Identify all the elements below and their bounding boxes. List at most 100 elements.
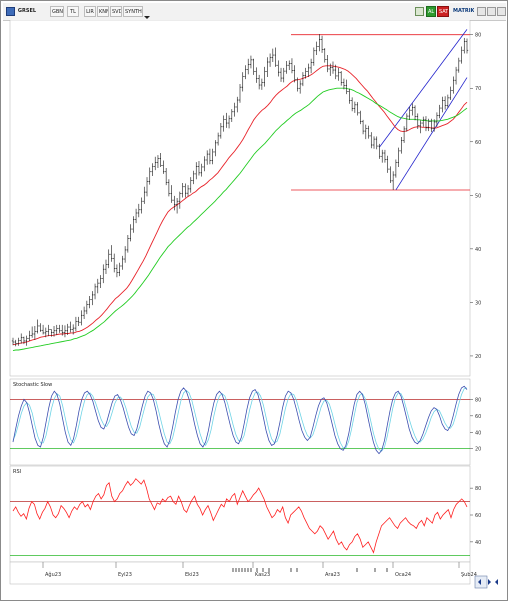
ohlc-bar — [47, 324, 50, 337]
toolbar-button-lir[interactable]: LIR — [84, 6, 96, 17]
ohlc-bar — [66, 323, 69, 336]
ohlc-bar — [337, 67, 340, 81]
ohlc-bar — [405, 113, 409, 132]
ohlc-bar — [288, 60, 291, 71]
ohlc-bar — [348, 88, 351, 104]
scroll-right-icon[interactable] — [488, 579, 491, 585]
ohlc-bar — [378, 143, 381, 159]
ohlc-bar — [148, 167, 151, 185]
stochastic-y-tick-label: 80 — [475, 397, 481, 403]
ohlc-bar — [222, 115, 225, 132]
scroll-left-icon[interactable] — [478, 579, 481, 585]
ohlc-bar — [216, 132, 220, 146]
x-tick-label: Ağu23 — [45, 571, 61, 578]
ohlc-bar — [71, 324, 75, 335]
ohlc-bar — [397, 147, 400, 167]
ohlc-bar — [200, 163, 203, 177]
ohlc-bar — [249, 55, 253, 69]
ohlc-bar — [422, 116, 425, 127]
ohlc-bar — [162, 160, 165, 174]
ohlc-bar — [219, 123, 223, 139]
toolbar-button-synthp[interactable]: SYNTHP — [123, 6, 143, 17]
toolbar-button-knn[interactable]: KNN — [97, 6, 109, 17]
ohlc-bar — [91, 291, 94, 306]
window-close-icon[interactable] — [497, 7, 506, 16]
fast-moving-average-line — [12, 65, 468, 346]
ohlc-bar — [331, 61, 335, 74]
ohlc-bar — [238, 83, 242, 103]
ohlc-bar — [381, 149, 384, 163]
ohlc-bar — [173, 195, 176, 211]
ohlc-bar — [167, 179, 171, 197]
rsi-y-tick-label: 60 — [475, 513, 481, 519]
toolbar-button-gbn[interactable]: GBN — [50, 6, 64, 17]
ohlc-bar — [80, 310, 83, 326]
rsi-line — [12, 478, 468, 554]
symbol-label[interactable]: GRSEL — [17, 8, 37, 14]
instrument-icon[interactable] — [6, 7, 15, 16]
ohlc-bar — [367, 125, 370, 139]
ohlc-bar — [192, 170, 195, 185]
ohlc-bar — [52, 325, 56, 337]
sell-button[interactable]: SAT — [437, 6, 449, 17]
x-tick-label: Oca24 — [395, 572, 411, 578]
ohlc-bar — [454, 66, 458, 85]
ohlc-bar — [41, 324, 45, 335]
ohlc-bar — [203, 156, 206, 172]
ohlc-bar — [424, 116, 428, 132]
buy-button[interactable]: AL — [426, 6, 436, 17]
ohlc-bar — [175, 198, 179, 214]
stochastic-y-ticks: 20 40 60 80 — [470, 397, 481, 453]
x-tick-label: Eyl23 — [118, 572, 132, 578]
ohlc-bar — [430, 118, 433, 133]
ohlc-bar — [145, 177, 149, 197]
rsi-title: RSI — [13, 469, 21, 475]
ohlc-bar — [408, 106, 411, 120]
ohlc-bar — [93, 283, 97, 300]
price-y-tick-label: 40 — [475, 247, 481, 253]
channel-upper-line — [379, 29, 468, 148]
ohlc-bar — [290, 58, 294, 74]
scroll-end-icon[interactable] — [495, 579, 498, 585]
ohlc-bar — [274, 47, 277, 67]
ohlc-bar — [375, 136, 378, 150]
ohlc-bar — [22, 336, 26, 345]
ohlc-bar — [361, 119, 365, 135]
ohlc-bar — [326, 55, 329, 73]
ohlc-bar — [372, 136, 376, 149]
price-y-ticks: 20 30 40 50 60 70 80 — [470, 33, 481, 360]
rsi-line-path — [12, 478, 468, 554]
price-y-tick-label: 60 — [475, 140, 481, 146]
toolbar-button-svd[interactable]: SVD — [110, 6, 122, 17]
window-maximize-icon[interactable] — [487, 7, 496, 16]
ohlc-bar — [315, 41, 318, 56]
stochastic-y-tick-label: 60 — [475, 414, 481, 420]
ohlc-bar — [143, 186, 146, 204]
ohlc-bar — [36, 319, 39, 334]
time-axis — [9, 561, 471, 585]
window-minimize-icon[interactable] — [477, 7, 486, 16]
ohlc-bar — [252, 58, 255, 75]
settings-icon[interactable] — [415, 7, 424, 16]
ohlc-bar — [74, 316, 78, 332]
x-axis-labels: Ağu23 Eyl23 Eki23 Kas23 Ara23 Oca24 Şub24 — [42, 562, 477, 578]
price-y-tick-label: 20 — [475, 354, 481, 360]
ohlc-bar — [443, 96, 447, 110]
ohlc-bar — [419, 120, 422, 134]
price-y-tick-label: 80 — [475, 33, 481, 39]
dropdown-chevron-icon[interactable] — [144, 7, 150, 19]
ohlc-bar — [329, 63, 332, 76]
stochastic-y-tick-label: 40 — [475, 430, 481, 436]
x-tick-label: Şub24 — [461, 572, 477, 578]
ohlc-bar — [156, 155, 160, 169]
toolbar-button-tl[interactable]: TL — [67, 6, 79, 17]
ohlc-bar — [446, 94, 450, 109]
ohlc-bar — [463, 37, 466, 54]
ohlc-bar — [356, 102, 359, 116]
ohlc-bar — [181, 183, 184, 198]
ohlc-bar — [416, 113, 419, 129]
ohlc-bar — [129, 224, 132, 242]
ohlc-bar — [208, 148, 212, 165]
ohlc-bar — [236, 96, 239, 113]
ohlc-bar — [452, 76, 455, 94]
